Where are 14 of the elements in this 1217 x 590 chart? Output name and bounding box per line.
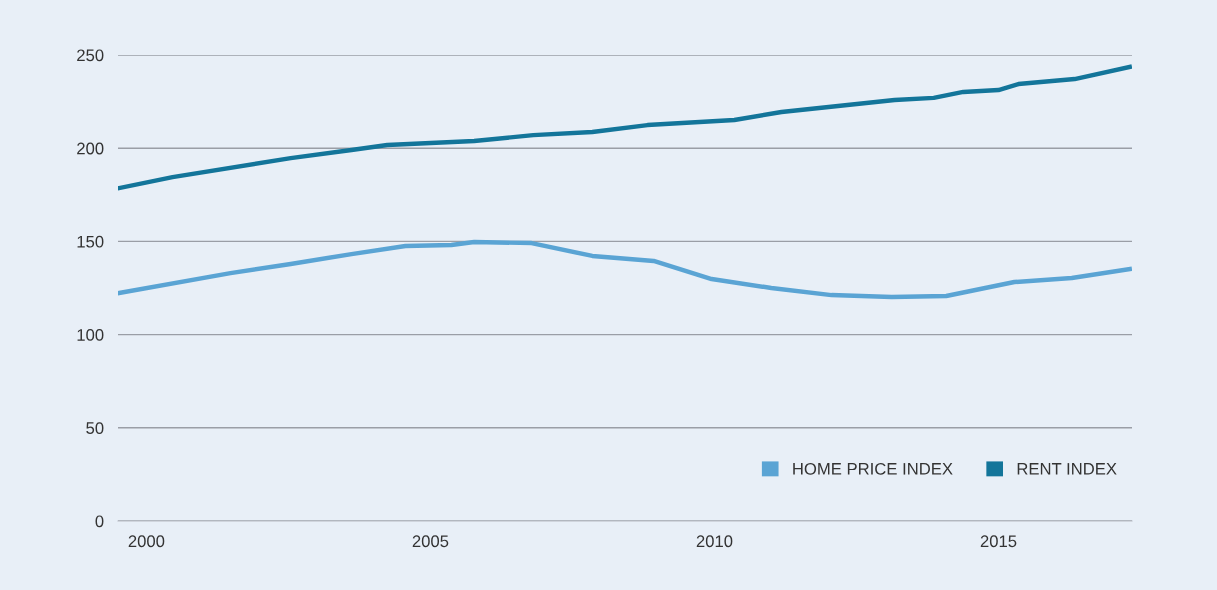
y-tick-label: 200 <box>77 142 104 155</box>
legend-label: RENT INDEX <box>1017 463 1117 475</box>
y-tick-label: 250 <box>77 49 104 62</box>
line-series <box>118 239 1132 300</box>
x-tick-label: 2015 <box>980 535 1017 548</box>
x-tick-label: 2000 <box>128 535 165 548</box>
x-tick-label: 2005 <box>412 535 449 548</box>
y-tick-label: 100 <box>77 329 104 341</box>
y-tick-label: 0 <box>95 515 104 528</box>
line-series <box>118 64 1132 191</box>
y-tick-label: 50 <box>86 422 104 434</box>
legend-label: HOME PRICE INDEX <box>793 462 953 475</box>
y-tick-label: 150 <box>77 235 104 248</box>
x-tick-label: 2010 <box>696 535 733 548</box>
